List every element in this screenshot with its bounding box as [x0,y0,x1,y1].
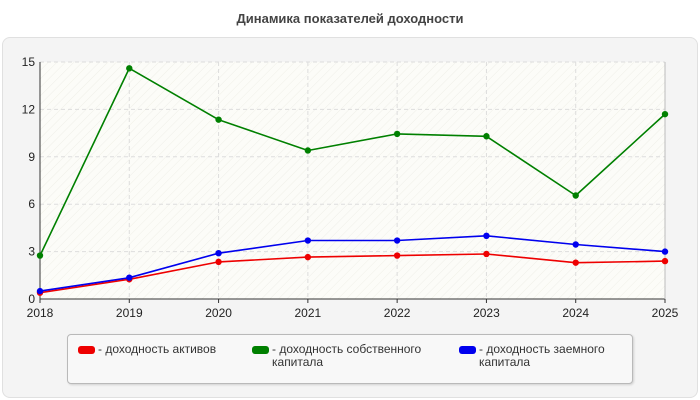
data-point [36,287,44,295]
series-line-2 [39,235,666,292]
x-tick-label: 2024 [562,306,589,320]
data-point [215,116,222,123]
data-point [393,130,401,138]
x-tick-label: 2020 [205,306,232,320]
x-tick-label: 2018 [27,306,54,320]
series-line-0 [39,253,666,294]
data-point [393,252,401,259]
data-point [661,257,669,265]
data-point [215,249,222,257]
data-point [304,253,312,261]
legend-swatch-red [78,346,95,354]
data-point [483,250,490,258]
y-tick-label: 9 [28,150,35,164]
data-point [483,232,490,239]
data-point [215,258,222,266]
legend-swatch-green [252,346,269,354]
data-point [661,248,669,255]
data-point [572,259,579,266]
y-tick-label: 3 [28,245,35,259]
legend-label: - доходность собственного капитала [272,342,422,369]
data-point [304,147,312,154]
y-tick-label: 12 [22,102,36,116]
chart-legend: - доходность активов - доходность собств… [67,334,633,384]
legend-label: - доходность активов [98,342,217,356]
data-point [36,252,44,259]
y-tick-label: 15 [22,55,36,69]
legend-label: - доходность заемного капитала [479,342,605,369]
data-point [572,192,579,199]
data-point [304,237,312,244]
data-point [661,110,669,118]
x-tick-label: 2019 [116,306,143,320]
y-tick-label: 0 [28,292,35,306]
data-point [483,133,490,140]
chart-title: Динамика показателей доходности [236,11,464,26]
y-tick-label: 6 [28,197,35,211]
x-tick-label: 2022 [384,306,411,320]
x-tick-label: 2021 [295,306,322,320]
data-point [126,65,133,72]
series-line-1 [39,67,666,256]
data-point [393,237,401,244]
legend-swatch-blue [459,346,476,354]
data-point [126,274,133,281]
data-point [572,241,579,248]
x-tick-label: 2023 [473,306,500,320]
x-tick-label: 2025 [652,306,679,320]
plot-area [40,62,665,299]
